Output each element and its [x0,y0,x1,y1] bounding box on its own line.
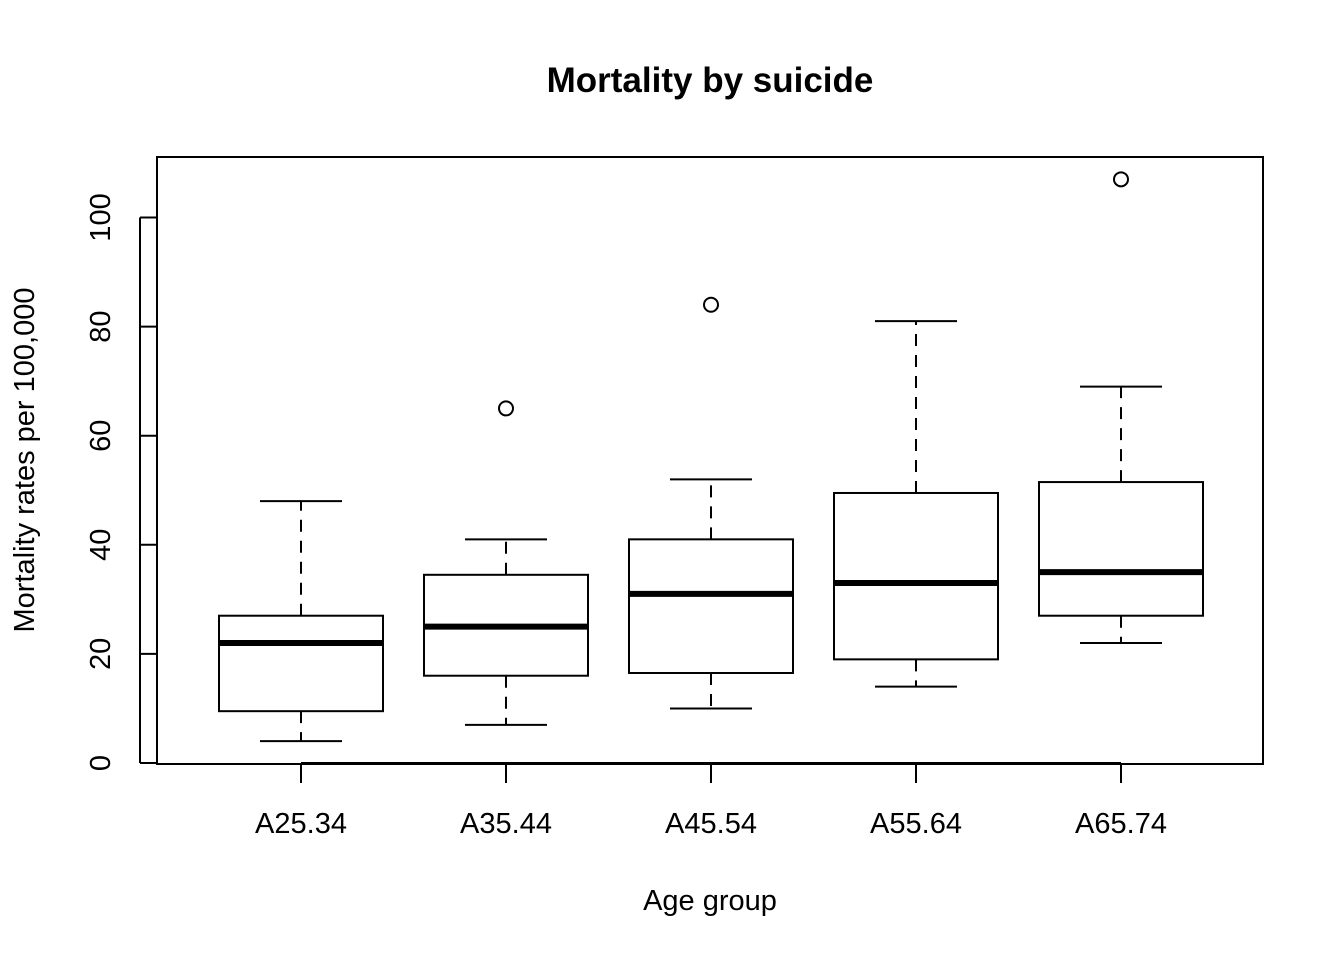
x-tick-label: A25.34 [255,808,347,840]
box-series [218,171,1204,743]
x-axis-label: Age group [643,885,777,917]
iqr-box [628,538,794,674]
box-group [218,500,384,743]
x-tick-label: A65.74 [1075,808,1167,840]
box-group [628,296,794,710]
x-tick-label: A55.64 [870,808,962,840]
outlier-point [1113,171,1129,188]
iqr-box [833,491,999,661]
y-axis: 0 20 40 60 80 100 [85,193,157,771]
chart-title: Mortality by suicide [547,61,874,100]
box-group [833,320,999,688]
box-group [423,400,589,726]
y-tick-label: 100 [85,193,117,241]
x-tick-label: A45.54 [665,808,757,840]
box-group [1038,171,1204,644]
x-tick-label: A35.44 [460,808,552,840]
outlier-point [703,296,719,313]
y-tick-label: 40 [85,529,117,561]
y-tick-label: 60 [85,420,117,452]
y-tick-label: 20 [85,638,117,670]
iqr-box [218,614,384,713]
y-tick-label: 0 [85,755,117,771]
outlier-point [498,400,514,417]
x-axis: A25.34 A35.44 A45.54 A55.64 A65.74 [255,762,1167,840]
y-axis-label: Mortality rates per 100,000 [9,288,41,633]
y-tick-label: 80 [85,310,117,342]
iqr-box [1038,481,1204,617]
